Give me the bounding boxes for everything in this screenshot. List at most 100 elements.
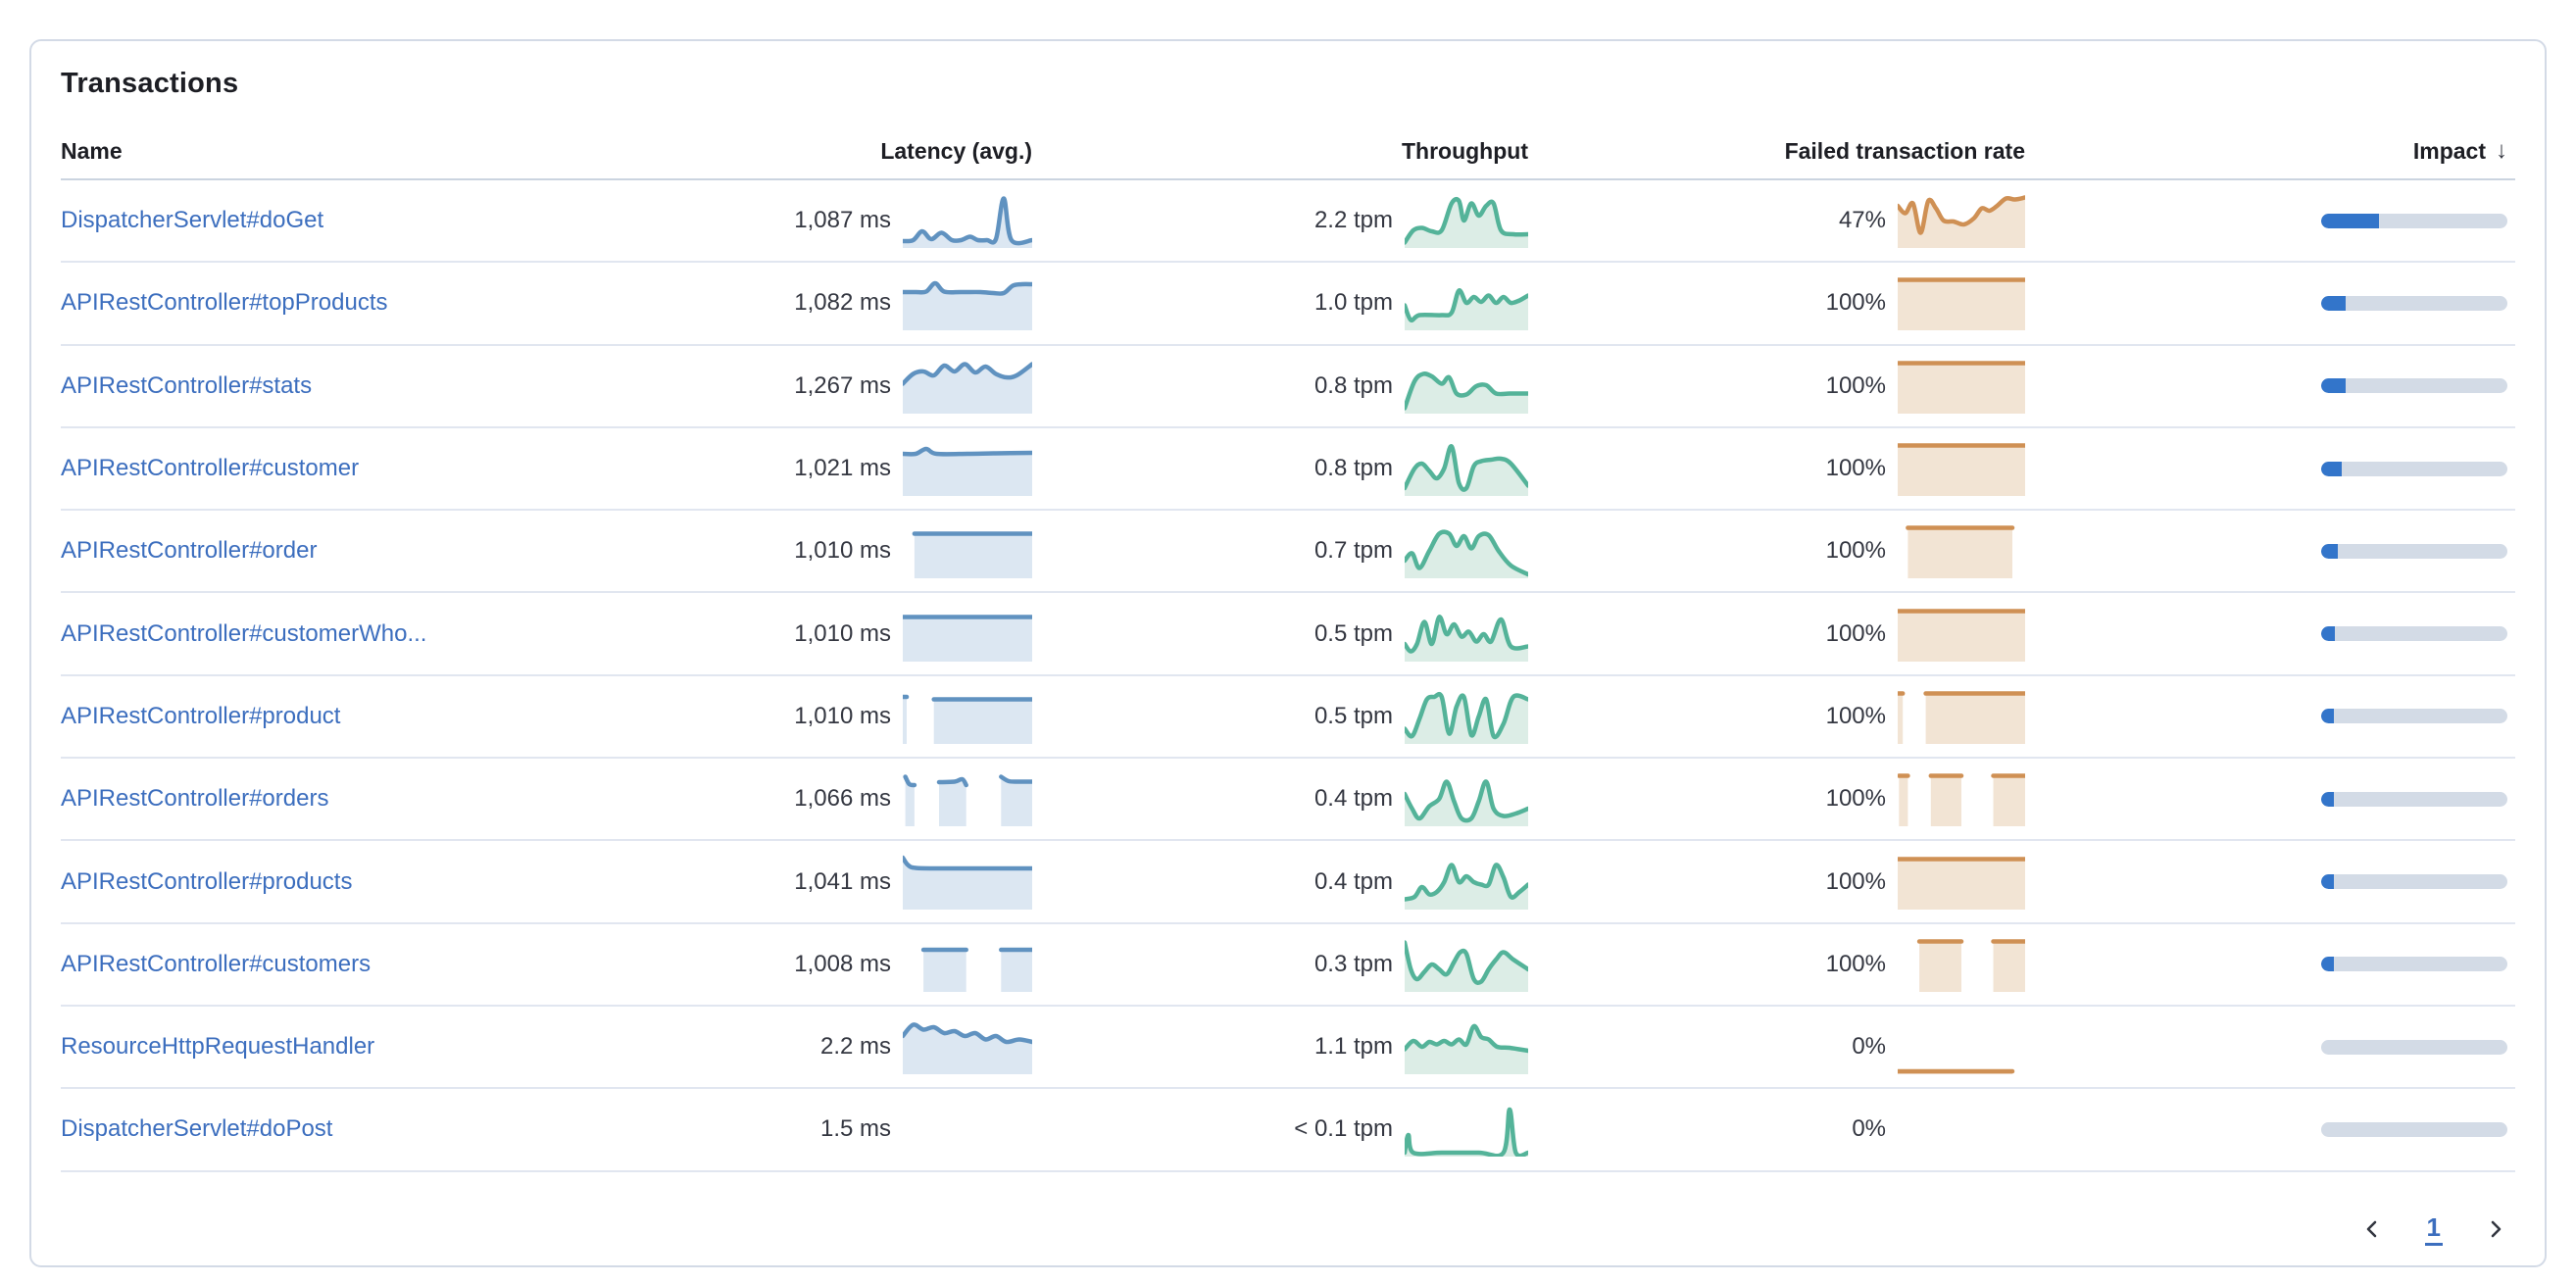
transaction-name-cell: APIRestController#customerWho... — [61, 620, 640, 648]
throughput-sparkline — [1405, 370, 1528, 414]
table-row: APIRestController#products 1,041 ms 0.4 … — [61, 841, 2515, 924]
latency-value: 2.2 ms — [819, 1033, 891, 1061]
latency-cell: 1,041 ms — [640, 855, 1032, 910]
transaction-link[interactable]: DispatcherServlet#doGet — [61, 207, 324, 234]
throughput-cell: < 0.1 tpm — [1032, 1102, 1528, 1158]
latency-sparkline — [903, 196, 1032, 249]
throughput-sparkline — [1405, 779, 1528, 827]
latency-value: 1.5 ms — [819, 1115, 891, 1143]
transaction-name-cell: APIRestController#product — [61, 703, 640, 730]
failed-rate-value: 100% — [1825, 785, 1886, 813]
impact-bar-track — [2321, 626, 2507, 642]
failed-rate-sparkline — [1898, 1102, 2025, 1157]
column-header-name[interactable]: Name — [61, 138, 123, 164]
column-header-throughput[interactable]: Throughput — [1032, 138, 1528, 165]
table-row: DispatcherServlet#doPost 1.5 ms < 0.1 tp… — [61, 1089, 2515, 1172]
throughput-sparkline — [1405, 940, 1528, 992]
table-row: ResourceHttpRequestHandler 2.2 ms 1.1 tp… — [61, 1007, 2515, 1090]
latency-cell: 1,082 ms — [640, 275, 1032, 331]
transaction-link[interactable]: APIRestController#orders — [61, 785, 329, 813]
throughput-value: 2.2 tpm — [1313, 207, 1393, 234]
table-row: APIRestController#topProducts 1,082 ms 1… — [61, 263, 2515, 346]
latency-value: 1,010 ms — [794, 537, 891, 565]
column-header-failed-rate[interactable]: Failed transaction rate — [1528, 138, 2025, 165]
transaction-link[interactable]: APIRestController#customer — [61, 455, 360, 482]
transaction-link[interactable]: ResourceHttpRequestHandler — [61, 1033, 375, 1061]
failed-rate-value: 100% — [1825, 289, 1886, 317]
failed-rate-cell: 100% — [1528, 359, 2025, 414]
transaction-link[interactable]: APIRestController#product — [61, 702, 341, 729]
impact-bar-fill — [2321, 461, 2342, 476]
throughput-value: 0.4 tpm — [1313, 867, 1393, 895]
impact-bar-track — [2321, 213, 2507, 228]
page-number-1[interactable]: 1 — [2424, 1212, 2443, 1246]
throughput-cell: 0.3 tpm — [1032, 937, 1528, 992]
table-row: DispatcherServlet#doGet 1,087 ms 2.2 tpm… — [61, 180, 2515, 264]
latency-value: 1,066 ms — [794, 785, 891, 813]
transaction-name-cell: DispatcherServlet#doGet — [61, 207, 640, 234]
transaction-link[interactable]: APIRestController#customers — [61, 950, 372, 977]
impact-cell — [2025, 461, 2515, 476]
throughput-value: < 0.1 tpm — [1294, 1115, 1393, 1143]
transaction-name-cell: APIRestController#stats — [61, 372, 640, 400]
failed-rate-value: 0% — [1852, 1115, 1886, 1143]
transaction-link[interactable]: APIRestController#products — [61, 867, 353, 895]
next-page-button[interactable] — [2478, 1211, 2513, 1247]
table-row: APIRestController#customer 1,021 ms 0.8 … — [61, 428, 2515, 512]
latency-value: 1,087 ms — [794, 207, 891, 234]
latency-cell: 1.5 ms — [640, 1102, 1032, 1157]
transaction-name-cell: APIRestController#customers — [61, 951, 640, 978]
impact-cell — [2025, 874, 2515, 890]
transaction-name-cell: DispatcherServlet#doPost — [61, 1115, 640, 1143]
impact-bar-fill — [2321, 213, 2379, 228]
impact-cell — [2025, 957, 2515, 972]
impact-bar-track — [2321, 1039, 2507, 1055]
transaction-link[interactable]: APIRestController#topProducts — [61, 289, 388, 317]
impact-bar-track — [2321, 709, 2507, 724]
transaction-link[interactable]: APIRestController#stats — [61, 371, 313, 399]
throughput-cell: 0.8 tpm — [1032, 441, 1528, 497]
failed-rate-sparkline — [1916, 939, 2025, 992]
column-header-impact[interactable]: Impact ↓ — [2025, 137, 2515, 165]
transaction-link[interactable]: DispatcherServlet#doPost — [61, 1115, 333, 1143]
failed-rate-value: 100% — [1825, 950, 1886, 977]
throughput-value: 0.8 tpm — [1313, 455, 1393, 482]
latency-value: 1,010 ms — [794, 702, 891, 729]
throughput-cell: 0.8 tpm — [1032, 359, 1528, 414]
throughput-sparkline — [1405, 1023, 1528, 1075]
impact-cell — [2025, 1039, 2515, 1055]
table-row: APIRestController#customers 1,008 ms 0.3… — [61, 924, 2515, 1007]
impact-cell — [2025, 791, 2515, 807]
failed-rate-sparkline — [1898, 608, 2025, 662]
impact-bar-fill — [2321, 874, 2334, 890]
latency-cell: 1,010 ms — [640, 607, 1032, 662]
throughput-value: 0.8 tpm — [1313, 371, 1393, 399]
pagination: 1 — [61, 1211, 2515, 1247]
transactions-panel: Transactions Name Latency (avg.) Through… — [29, 39, 2547, 1267]
throughput-sparkline — [1405, 529, 1528, 579]
failed-rate-value: 100% — [1825, 702, 1886, 729]
latency-sparkline — [903, 1022, 1032, 1075]
transaction-link[interactable]: APIRestController#order — [61, 537, 318, 565]
failed-rate-cell: 100% — [1528, 937, 2025, 992]
table-header-row: Name Latency (avg.) Throughput Failed tr… — [61, 102, 2515, 180]
column-header-latency-label: Latency (avg.) — [880, 138, 1032, 164]
impact-bar-track — [2321, 1121, 2507, 1137]
failed-rate-cell: 100% — [1528, 689, 2025, 744]
column-header-latency[interactable]: Latency (avg.) — [640, 138, 1032, 165]
latency-value: 1,008 ms — [794, 950, 891, 977]
transaction-link[interactable]: APIRestController#customerWho... — [61, 619, 427, 647]
throughput-cell: 0.5 tpm — [1032, 607, 1528, 662]
impact-bar-fill — [2321, 543, 2339, 559]
failed-rate-value: 47% — [1838, 207, 1886, 234]
failed-rate-sparkline — [1898, 443, 2025, 497]
impact-bar-fill — [2321, 791, 2334, 807]
throughput-cell: 0.7 tpm — [1032, 523, 1528, 579]
failed-rate-value: 100% — [1825, 537, 1886, 565]
failed-rate-sparkline — [1898, 195, 2025, 249]
impact-cell — [2025, 543, 2515, 559]
throughput-sparkline — [1405, 288, 1528, 331]
previous-page-button[interactable] — [2354, 1211, 2390, 1247]
transaction-name-cell: ResourceHttpRequestHandler — [61, 1033, 640, 1061]
failed-rate-value: 0% — [1852, 1033, 1886, 1061]
